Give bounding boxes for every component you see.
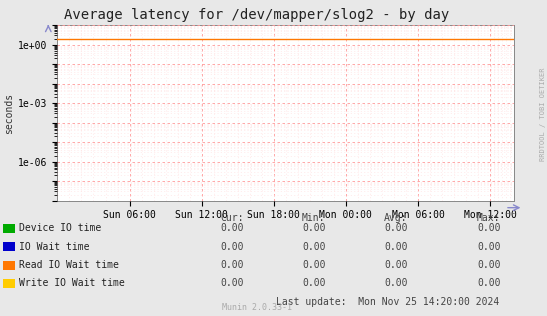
Text: 0.00: 0.00 <box>477 223 501 234</box>
Text: 0.00: 0.00 <box>384 223 408 234</box>
Text: Average latency for /dev/mapper/slog2 - by day: Average latency for /dev/mapper/slog2 - … <box>65 8 450 22</box>
Text: Munin 2.0.33-1: Munin 2.0.33-1 <box>222 303 292 312</box>
Text: 0.00: 0.00 <box>477 242 501 252</box>
Y-axis label: seconds: seconds <box>4 92 14 134</box>
Text: Read IO Wait time: Read IO Wait time <box>19 260 119 270</box>
Text: 0.00: 0.00 <box>477 278 501 289</box>
Text: RRDTOOL / TOBI OETIKER: RRDTOOL / TOBI OETIKER <box>540 67 546 161</box>
Text: 0.00: 0.00 <box>302 260 325 270</box>
Text: 0.00: 0.00 <box>477 260 501 270</box>
Text: Write IO Wait time: Write IO Wait time <box>19 278 125 289</box>
Text: 0.00: 0.00 <box>384 242 408 252</box>
Text: Cur:: Cur: <box>220 213 243 223</box>
Text: 0.00: 0.00 <box>302 223 325 234</box>
Text: 0.00: 0.00 <box>384 278 408 289</box>
Text: 0.00: 0.00 <box>302 242 325 252</box>
Text: 0.00: 0.00 <box>220 242 243 252</box>
Text: Last update:  Mon Nov 25 14:20:00 2024: Last update: Mon Nov 25 14:20:00 2024 <box>276 297 499 307</box>
Text: Max:: Max: <box>477 213 501 223</box>
Text: 0.00: 0.00 <box>220 260 243 270</box>
Text: Avg:: Avg: <box>384 213 408 223</box>
Text: 0.00: 0.00 <box>384 260 408 270</box>
Text: Min:: Min: <box>302 213 325 223</box>
Text: 0.00: 0.00 <box>220 223 243 234</box>
Text: Device IO time: Device IO time <box>19 223 101 234</box>
Text: 0.00: 0.00 <box>302 278 325 289</box>
Text: 0.00: 0.00 <box>220 278 243 289</box>
Text: IO Wait time: IO Wait time <box>19 242 90 252</box>
